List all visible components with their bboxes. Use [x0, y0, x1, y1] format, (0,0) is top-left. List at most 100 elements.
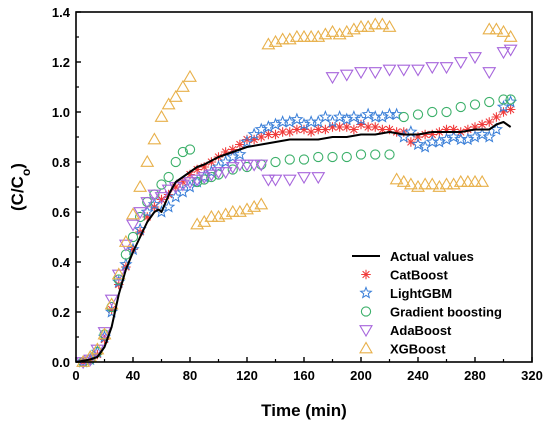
data-point-gradient [355, 149, 367, 160]
legend: Actual values CatBoost LightGBM Gradient bo… [352, 249, 502, 357]
x-tick-label: 320 [521, 368, 543, 383]
data-point-lightgbm [233, 147, 247, 161]
data-point-gradient [469, 99, 481, 110]
data-point-gradient [370, 149, 381, 160]
data-point-adaboost [382, 64, 397, 77]
data-point-xgboost [147, 132, 162, 145]
data-point-adaboost [183, 177, 197, 190]
data-point-adaboost [396, 64, 411, 77]
data-point-catboost [306, 127, 316, 137]
x-axis-title: Time (min) [261, 401, 347, 420]
data-point-adaboost [211, 167, 226, 180]
legend-swatch-gradient [360, 306, 372, 317]
y-tick-label: 0.6 [52, 205, 70, 220]
data-point-gradient [341, 151, 352, 163]
data-point-adaboost [339, 69, 354, 82]
data-point-catboost [356, 119, 366, 130]
y-tick-label: 0.2 [52, 305, 70, 320]
data-point-adaboost [368, 67, 383, 80]
legend-swatch-xgboost [359, 341, 373, 354]
data-point-xgboost [460, 174, 475, 187]
data-point-adaboost [197, 172, 212, 185]
data-point-adaboost [154, 192, 169, 205]
data-point-adaboost [496, 47, 511, 60]
x-tick-label: 80 [183, 368, 197, 383]
data-point-catboost [363, 122, 373, 132]
legend-label-gradient: Gradient boosting [390, 305, 502, 320]
data-point-xgboost [297, 29, 311, 42]
data-point-gradient [498, 94, 509, 105]
data-point-adaboost [175, 179, 190, 192]
data-point-xgboost [354, 19, 368, 32]
data-point-adaboost [354, 67, 368, 80]
data-point-gradient [184, 144, 196, 155]
data-point-adaboost [111, 269, 126, 282]
y-tick-label: 1.2 [52, 55, 70, 70]
data-point-adaboost [254, 159, 269, 172]
data-point-adaboost [439, 62, 454, 75]
data-point-xgboost [133, 179, 148, 192]
data-point-gradient [270, 156, 281, 168]
data-point-gradient [227, 164, 238, 175]
series-actual [75, 121, 512, 363]
data-point-xgboost [275, 32, 290, 45]
data-point-xgboost [418, 177, 433, 190]
data-point-catboost [463, 124, 473, 135]
data-point-gradient [170, 156, 181, 168]
data-point-xgboost [118, 234, 133, 247]
data-point-xgboost [154, 109, 169, 122]
data-point-catboost [470, 122, 480, 132]
data-point-adaboost [126, 219, 140, 232]
data-point-catboost [406, 137, 416, 147]
data-point-catboost [484, 117, 495, 127]
data-point-adaboost [118, 239, 133, 252]
y-axis-title-close: ) [8, 163, 27, 169]
data-point-catboost [491, 112, 502, 122]
x-tick-label: 160 [293, 368, 315, 383]
data-point-catboost [327, 122, 338, 132]
data-point-xgboost [439, 177, 454, 190]
data-point-adaboost [204, 169, 219, 182]
data-point-gradient [156, 179, 167, 190]
data-point-xgboost [503, 29, 518, 42]
data-point-adaboost [411, 64, 425, 77]
data-point-lightgbm [240, 135, 254, 148]
data-point-adaboost [240, 159, 254, 172]
data-point-catboost [142, 212, 153, 222]
data-point-adaboost [468, 52, 482, 65]
data-point-catboost [178, 177, 188, 187]
data-point-catboost [320, 124, 331, 135]
data-point-xgboost [489, 22, 504, 35]
data-point-catboost [441, 124, 452, 135]
legend-swatch-adaboost [359, 325, 373, 338]
x-tick-label: 200 [350, 368, 372, 383]
data-point-catboost [391, 127, 402, 137]
data-point-catboost [427, 129, 438, 140]
x-tick-label: 280 [464, 368, 486, 383]
data-point-xgboost [389, 172, 404, 185]
legend-item-actual: Actual values [352, 249, 474, 264]
data-point-lightgbm [411, 137, 425, 151]
data-point-lightgbm [446, 130, 461, 143]
data-point-xgboost [175, 79, 190, 92]
data-point-gradient [505, 94, 516, 105]
legend-label-xgboost: XGBoost [390, 342, 446, 357]
data-point-adaboost [225, 162, 240, 175]
x-tick-label: 240 [407, 368, 429, 383]
data-point-adaboost [232, 159, 247, 172]
data-point-xgboost [204, 209, 219, 222]
data-point-catboost [292, 124, 302, 135]
data-point-catboost [220, 147, 231, 157]
data-point-adaboost [453, 57, 468, 70]
data-point-catboost [277, 127, 288, 137]
data-point-xgboost [482, 22, 497, 35]
y-tick-label: 1.0 [52, 105, 70, 120]
data-point-xgboost [90, 342, 105, 355]
y-tick-label: 0.8 [52, 155, 70, 170]
data-point-catboost [448, 124, 459, 135]
data-point-catboost [477, 119, 487, 130]
data-point-xgboost [161, 97, 176, 110]
x-tick-label: 120 [236, 368, 258, 383]
data-point-xgboost [375, 17, 390, 30]
